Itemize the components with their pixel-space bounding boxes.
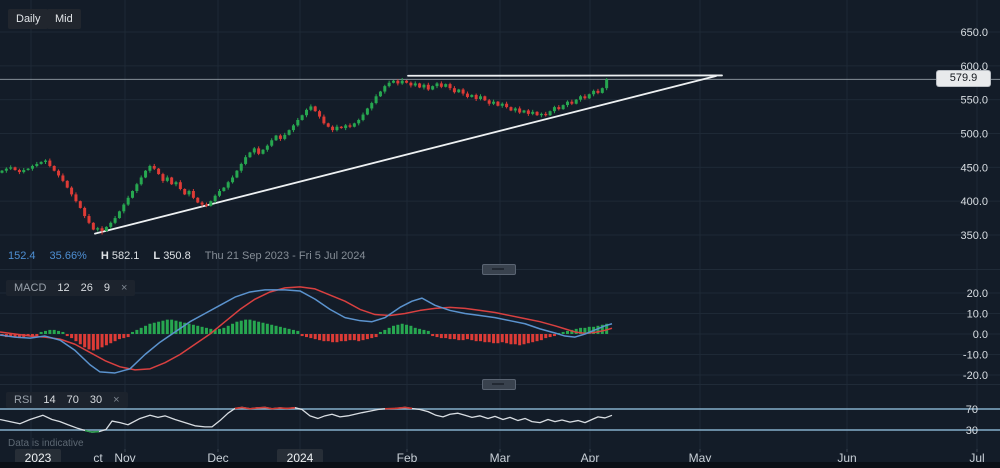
svg-text:Jun: Jun	[837, 451, 856, 465]
svg-text:550.0: 550.0	[960, 95, 988, 107]
change-percent: 35.66%	[49, 250, 87, 262]
svg-text:650.0: 650.0	[960, 27, 988, 39]
svg-text:-10.0: -10.0	[963, 350, 988, 362]
svg-text:2024: 2024	[287, 451, 314, 465]
macd-close-icon[interactable]: ×	[121, 282, 128, 294]
macd-axis-labels: 20.0 10.0 0.0 -10.0 -20.0	[963, 288, 988, 382]
svg-text:Dec: Dec	[207, 451, 228, 465]
svg-text:600.0: 600.0	[960, 61, 988, 73]
instrument-status-line: 152.4 35.66% H 582.1 L 350.8 Thu 21 Sep …	[8, 250, 366, 262]
high-label: H	[100, 250, 109, 262]
gridlines	[0, 0, 1000, 449]
svg-text:30: 30	[966, 425, 978, 437]
mid-price-button[interactable]: Mid	[47, 9, 81, 29]
macd-panel	[0, 286, 613, 374]
svg-text:-20.0: -20.0	[963, 370, 988, 382]
svg-text:0.0: 0.0	[973, 329, 988, 341]
svg-text:450.0: 450.0	[960, 162, 988, 174]
svg-text:20.0: 20.0	[967, 288, 988, 300]
price-axis-labels: 650.0 600.0 550.0 500.0 450.0 400.0 350.0	[960, 27, 988, 242]
svg-text:Apr: Apr	[581, 451, 600, 465]
panel-resize-handle[interactable]	[482, 264, 516, 275]
period-high: H 582.1	[101, 250, 140, 262]
svg-text:2023: 2023	[25, 451, 52, 465]
rsi-panel	[0, 406, 1000, 433]
rsi-name: RSI	[14, 394, 33, 406]
bottom-scroll-track[interactable]	[0, 462, 1000, 468]
daily-interval-button[interactable]: Daily	[8, 9, 49, 29]
rsi-close-icon[interactable]: ×	[113, 394, 120, 406]
panel-resize-handle[interactable]	[482, 379, 516, 390]
svg-text:ct: ct	[93, 451, 103, 465]
svg-text:400.0: 400.0	[960, 196, 988, 208]
svg-text:May: May	[689, 451, 712, 465]
svg-text:Mar: Mar	[490, 451, 511, 465]
low-value: 350.8	[163, 250, 191, 262]
svg-text:350.0: 350.0	[960, 230, 988, 242]
svg-text:500.0: 500.0	[960, 129, 988, 141]
date-range: Thu 21 Sep 2023 - Fri 5 Jul 2024	[204, 250, 366, 262]
macd-fast-period[interactable]: 12	[57, 282, 70, 294]
rsi-axis-labels: 70 30	[966, 404, 978, 437]
svg-text:Feb: Feb	[397, 451, 418, 465]
macd-slow-period[interactable]: 26	[80, 282, 93, 294]
macd-signal-period[interactable]: 9	[103, 282, 111, 294]
svg-text:70: 70	[966, 404, 978, 416]
last-price-label: 579.9	[937, 71, 990, 86]
svg-text:Jul: Jul	[969, 451, 984, 465]
svg-text:Nov: Nov	[114, 451, 135, 465]
time-axis-labels: 2023 ct Nov Dec 2024 Feb Mar Apr May Jun Jul	[15, 449, 985, 465]
trendlines	[94, 74, 723, 235]
period-low: L 350.8	[153, 250, 190, 262]
candlestick-series	[0, 77, 609, 235]
data-indicative-note: Data is indicative	[8, 438, 84, 449]
low-label: L	[153, 250, 161, 262]
rsi-upper-level[interactable]: 70	[66, 394, 79, 406]
rsi-period[interactable]: 14	[43, 394, 56, 406]
macd-indicator-header: MACD 12 26 9 ×	[6, 280, 136, 296]
macd-name: MACD	[14, 282, 47, 294]
svg-text:10.0: 10.0	[967, 309, 988, 321]
rsi-lower-level[interactable]: 30	[89, 394, 103, 406]
change-value: 152.4	[8, 250, 36, 262]
high-value: 582.1	[111, 250, 140, 262]
rsi-indicator-header: RSI 14 70 30 ×	[6, 392, 128, 408]
